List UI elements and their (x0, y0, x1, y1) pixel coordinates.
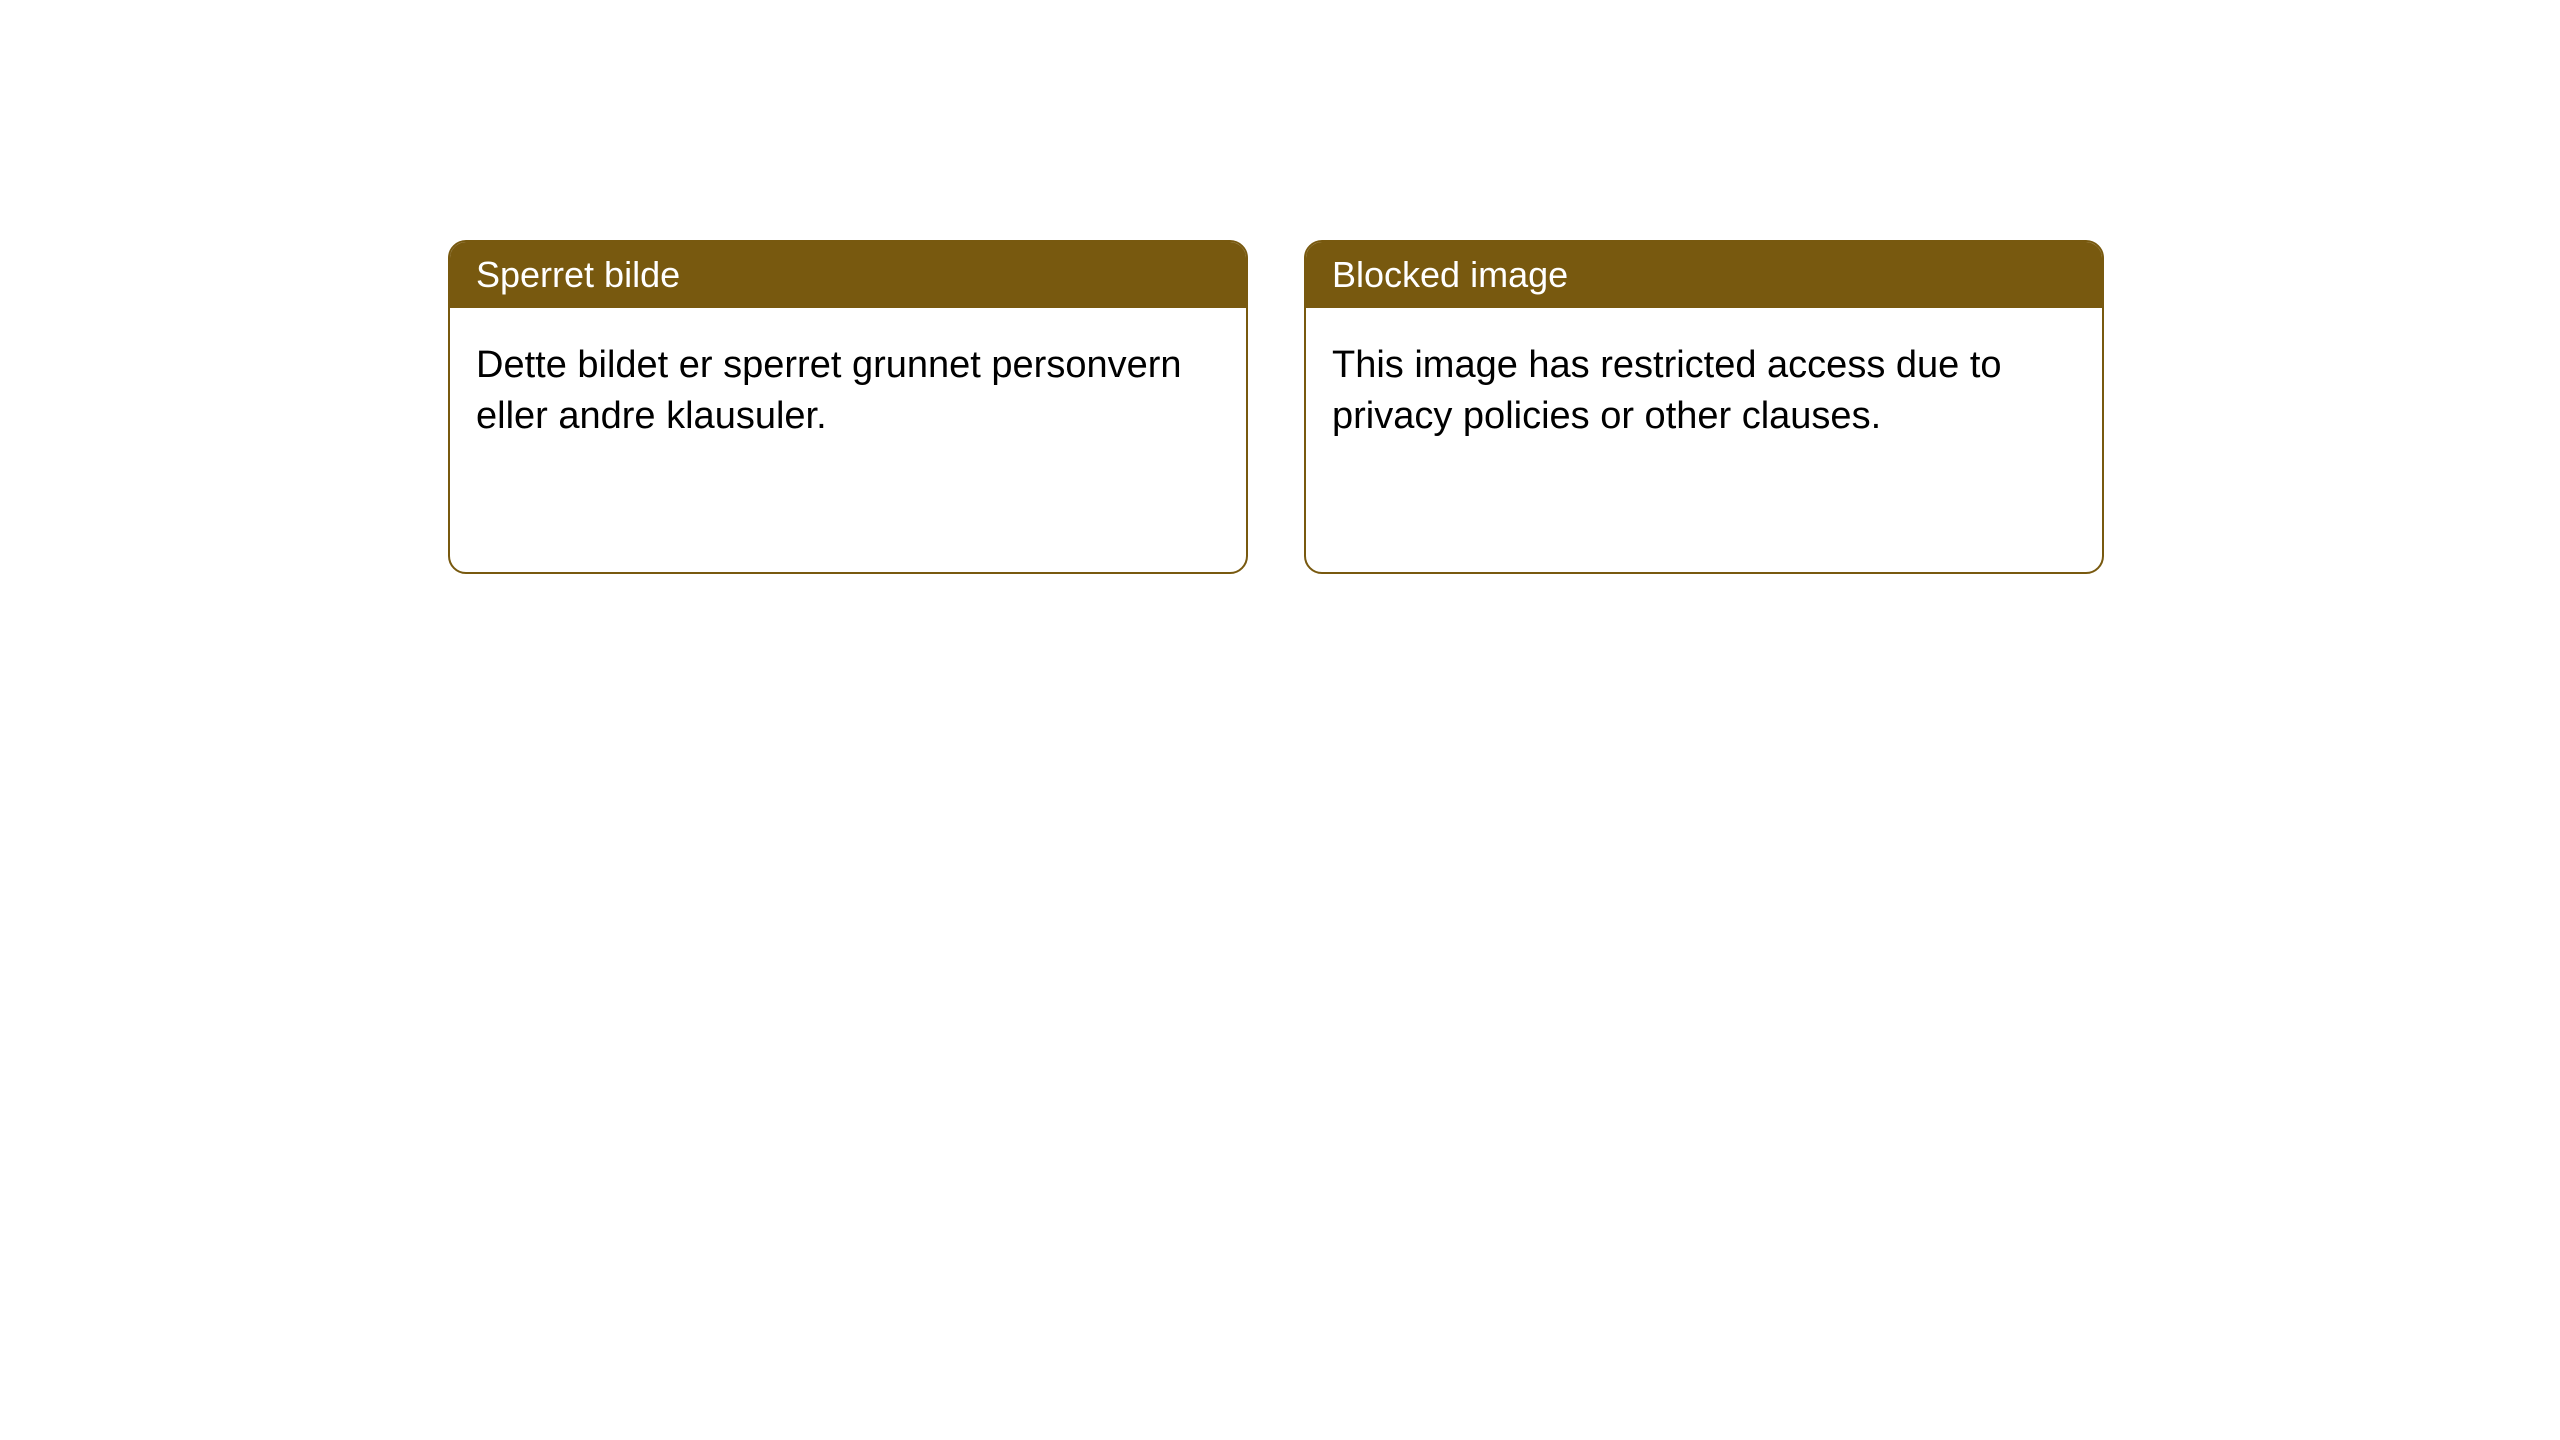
card-body: This image has restricted access due to … (1306, 308, 2102, 475)
card-body: Dette bildet er sperret grunnet personve… (450, 308, 1246, 475)
notice-container: Sperret bilde Dette bildet er sperret gr… (0, 0, 2560, 574)
notice-card-norwegian: Sperret bilde Dette bildet er sperret gr… (448, 240, 1248, 574)
card-message: Dette bildet er sperret grunnet personve… (476, 344, 1182, 437)
card-header: Blocked image (1306, 242, 2102, 308)
card-header: Sperret bilde (450, 242, 1246, 308)
card-title: Blocked image (1332, 254, 1568, 295)
card-title: Sperret bilde (476, 254, 680, 295)
card-message: This image has restricted access due to … (1332, 344, 2002, 437)
notice-card-english: Blocked image This image has restricted … (1304, 240, 2104, 574)
